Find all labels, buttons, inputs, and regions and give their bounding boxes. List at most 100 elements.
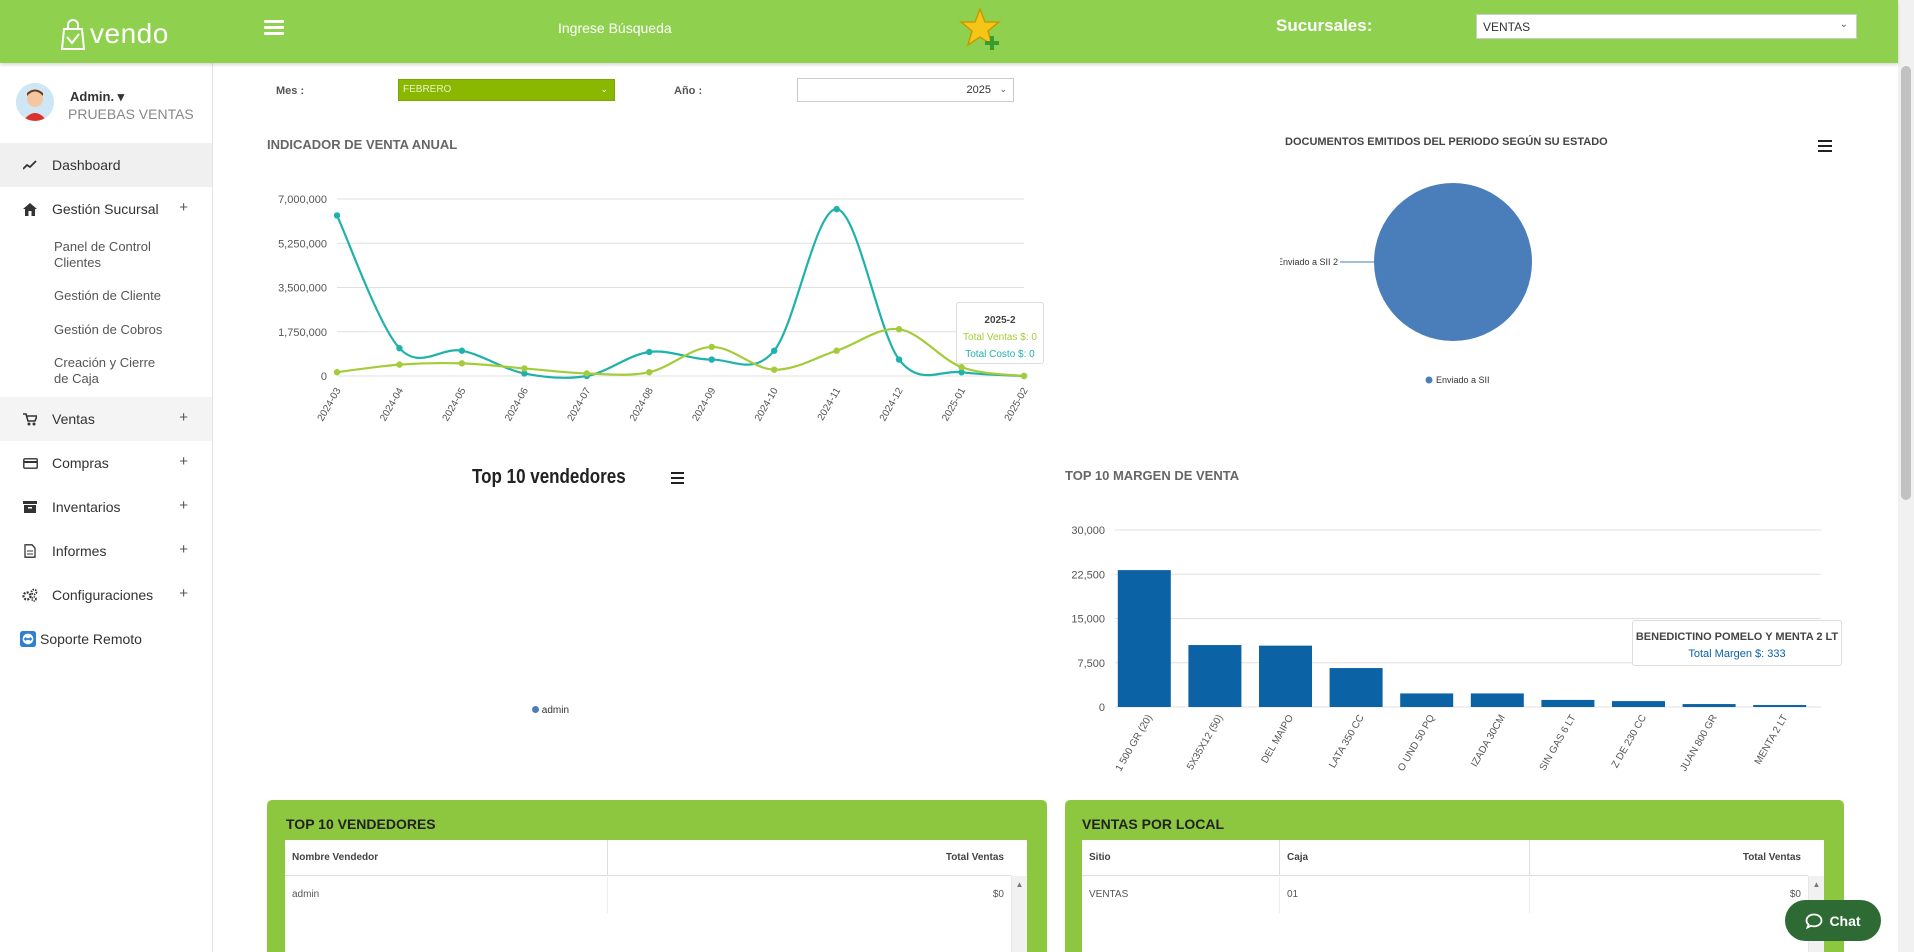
panel-title: TOP 10 VENDEDORES [286,816,436,832]
logo[interactable]: vendo [58,14,169,54]
pie-chart-title: DOCUMENTOS EMITIDOS DEL PERIODO SEGÚN SU… [1285,136,1608,148]
mes-select[interactable]: FEBRERO ⌄ [398,79,615,101]
chevron-down-icon: ⌄ [999,84,1007,94]
x-tick-label: JUAN 800 GR [1678,713,1719,773]
avatar [16,83,54,121]
chat-button[interactable]: Chat [1785,900,1881,941]
user-name[interactable]: Admin. ▾ [70,89,125,104]
sidebar-subitem-gestion-cliente[interactable]: Gestión de Cliente [54,288,161,303]
bar [1612,701,1665,707]
sidebar-item-configuraciones[interactable]: Configuraciones + [0,573,212,617]
x-tick-label: 2025-02 [1003,386,1031,424]
menu-toggle-icon[interactable] [264,20,284,40]
x-tick-label: 2025-01 [940,386,968,424]
expand-icon[interactable]: + [179,199,188,216]
data-point [333,369,341,376]
table-cell: $0 [992,889,1004,900]
top10-chart-title: Top 10 vendedores [472,466,626,488]
mes-label: Mes : [276,85,305,97]
column-header[interactable]: Caja [1280,840,1530,876]
expand-icon[interactable]: + [179,497,188,514]
bar [1682,704,1736,707]
sidebar-item-inventarios[interactable]: Inventarios + [0,485,212,529]
y-tick-label: 0 [321,371,327,383]
sidebar-item-soporte-remoto[interactable]: Soporte Remoto [0,617,212,661]
sidebar-item-ventas[interactable]: Ventas + [0,397,212,441]
tooltip-costo: Total Costo $: 0 [965,349,1035,360]
chevron-down-icon: ⌄ [1839,19,1848,30]
top10-chart-menu-icon[interactable] [671,472,684,487]
column-header[interactable]: Nombre Vendedor [285,840,608,876]
panel-title: VENTAS POR LOCAL [1082,816,1225,832]
expand-icon[interactable]: + [179,409,188,426]
sidebar-item-label: Inventarios [52,499,121,515]
legend-dot-icon [532,706,539,713]
pie-chart-menu-icon[interactable] [1818,140,1832,155]
anio-label: Año : [674,85,703,97]
table-header: Nombre Vendedor Total Ventas [285,840,1011,876]
y-tick-label: 30,000 [1071,525,1105,537]
column-header[interactable]: Sitio [1082,840,1280,876]
anio-value: 2025 [966,84,991,96]
page-scrollbar[interactable] [1898,0,1914,952]
bar [1541,699,1595,707]
line-chart: 7,000,000 5,250,000 3,500,000 1,750,000 0 202… [278,194,1031,424]
anio-select[interactable]: 2025 ⌄ [797,78,1014,102]
x-tick-label: 2024-12 [878,386,906,424]
expand-icon[interactable]: + [179,453,188,470]
chevron-down-icon: ⌄ [600,84,608,94]
bar-chart-title: TOP 10 MARGEN DE VENTA [1065,468,1240,483]
legend-label: admin [541,705,570,716]
y-tick-label: 5,250,000 [278,238,327,250]
bar [1470,693,1524,707]
sidebar-subitem-caja[interactable]: Creación y Cierre de Caja [54,355,156,386]
x-tick-label: 2024-07 [566,386,594,424]
search-link[interactable]: Ingrese Búsqueda [558,20,672,36]
x-tick-label: 2024-10 [753,386,781,424]
data-point [458,347,466,354]
column-header[interactable]: Total Ventas [945,852,1004,863]
favorite-star-icon[interactable] [958,6,1008,56]
sidebar-item-gestion-sucursal[interactable]: Gestión Sucursal + [0,187,212,231]
company-name: PRUEBAS VENTAS [68,106,194,122]
data-point [958,363,965,371]
sidebar-item-label: Compras [52,455,109,471]
data-point [396,361,403,368]
sidebar-item-dashboard[interactable]: Dashboard [0,143,212,187]
x-tick-label: 2024-05 [441,386,469,424]
sidebar-item-informes[interactable]: Informes + [0,529,212,573]
x-tick-label: 2024-03 [316,386,344,424]
sidebar-item-compras[interactable]: Compras + [0,441,212,485]
column-header[interactable]: Total Ventas [1742,852,1801,863]
sidebar-item-label: Configuraciones [52,587,154,603]
data-point [770,366,778,373]
line-chart-title: INDICADOR DE VENTA ANUAL [267,137,458,152]
user-profile[interactable]: Admin. ▾ PRUEBAS VENTAS [0,63,212,143]
branch-select[interactable]: VENTAS ⌄ [1476,14,1857,39]
bar [1400,693,1454,707]
sidebar-item-label: Soporte Remoto [40,631,142,647]
branch-label: Sucursales: [1276,16,1373,35]
pie-data-label: Enviado a SII 2 [1280,257,1338,267]
teamviewer-icon [20,631,36,647]
file-icon [22,543,38,559]
data-point [770,347,778,354]
x-tick-label: Z DE 230 CC [1610,713,1649,770]
table-cell: admin [285,877,608,913]
expand-icon[interactable]: + [179,541,188,558]
expand-icon[interactable]: + [179,585,188,602]
x-tick-label: 2024-06 [503,386,531,424]
data-point [833,205,840,213]
sidebar-subitem-gestion-cobros[interactable]: Gestión de Cobros [54,322,163,337]
x-tick-label: O UND 50 PQ [1396,713,1437,774]
sidebar-item-label: Dashboard [52,157,121,173]
sidebar-item-label: Informes [52,543,107,559]
table-scrollbar[interactable]: ▲ [1011,876,1027,952]
data-point [583,370,591,377]
cart-icon [22,411,38,427]
box-icon [22,499,38,515]
home-icon [22,201,38,217]
sidebar-subitem-panel-control[interactable]: Panel de Control Clientes [54,239,151,270]
ventas-local-panel: VENTAS POR LOCAL Sitio Caja Total Ventas… [1065,800,1844,952]
tooltip-title: 2025-2 [984,315,1016,326]
